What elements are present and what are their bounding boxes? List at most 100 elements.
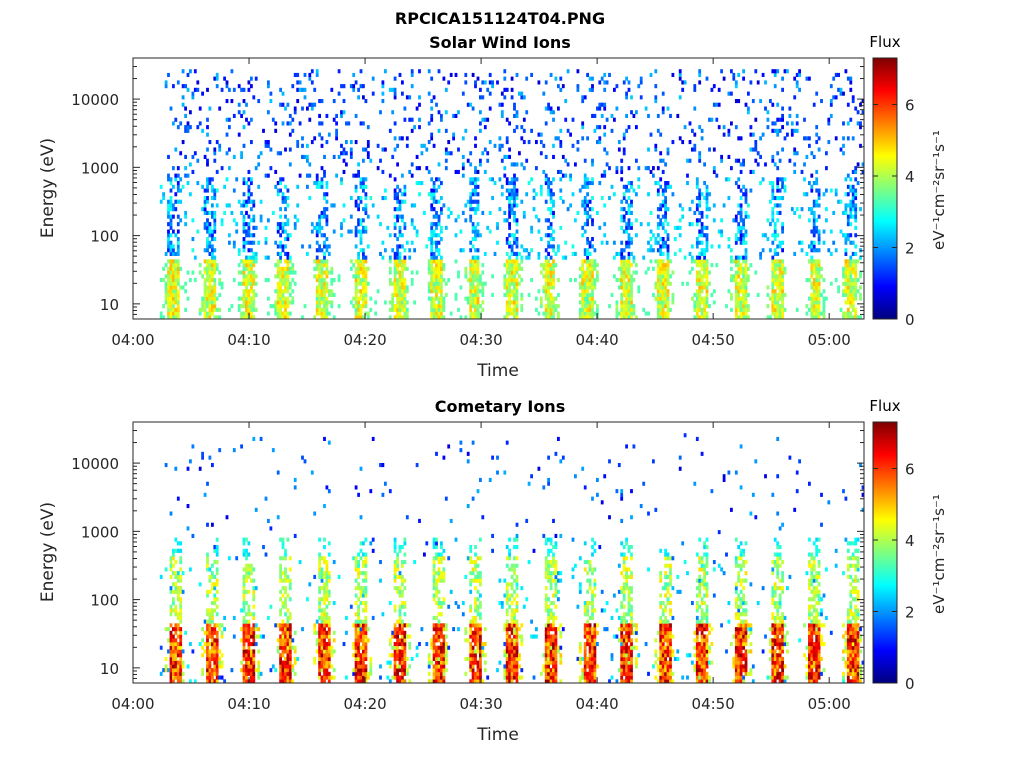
heatmap-cell [221,631,224,635]
heatmap-cell [279,312,282,316]
heatmap-cell [586,211,589,215]
heatmap-cell [625,308,628,312]
heatmap-cell [167,282,170,286]
heatmap-cell [489,92,492,96]
heatmap-cell [506,282,509,286]
heatmap-cell [221,676,224,680]
heatmap-cell [255,293,258,297]
heatmap-cell [830,84,833,88]
heatmap-cell [840,230,843,234]
heatmap-cell [759,136,762,140]
heatmap-cell [170,222,173,226]
heatmap-cell [774,282,777,286]
heatmap-cell [513,271,516,275]
heatmap-cell [318,181,321,185]
heatmap-cell [243,657,246,661]
heatmap-cell [620,215,623,219]
heatmap-cell [457,148,460,152]
heatmap-cell [233,88,236,92]
heatmap-cell [340,151,343,155]
heatmap-cell [311,69,314,73]
heatmap-cell [318,571,321,575]
colorbar-tick-label: 6 [905,96,915,114]
heatmap-cell [248,200,251,204]
heatmap-cell [542,263,545,267]
heatmap-cell [250,285,253,289]
heatmap-cell [601,77,604,81]
heatmap-cell [506,293,509,297]
heatmap-cell [701,282,704,286]
heatmap-cell [201,300,204,304]
heatmap-cell [401,278,404,282]
heatmap-cell [737,285,740,289]
heatmap-cell [284,668,287,672]
heatmap-cell [352,88,355,92]
heatmap-cell [776,293,779,297]
heatmap-cell [591,181,594,185]
heatmap-cell [503,293,506,297]
heatmap-cell [248,308,251,312]
heatmap-cell [357,297,360,301]
heatmap-cell [287,635,290,639]
heatmap-cell [174,192,177,196]
heatmap-cell [277,151,280,155]
heatmap-cell [199,642,202,646]
heatmap-cell [255,668,258,672]
heatmap-cell [591,285,594,289]
heatmap-cell [287,623,290,627]
heatmap-cell [511,263,514,267]
heatmap-cell [316,263,319,267]
heatmap-cell [737,263,740,267]
heatmap-cell [179,121,182,125]
heatmap-cell [596,271,599,275]
heatmap-cell [477,271,480,275]
heatmap-cell [469,248,472,252]
heatmap-cell [474,267,477,271]
heatmap-cell [586,297,589,301]
heatmap-cell [321,612,324,616]
heatmap-cell [311,103,314,107]
heatmap-cell [243,144,246,148]
heatmap-cell [469,181,472,185]
heatmap-cell [854,233,857,237]
heatmap-cell [769,297,772,301]
heatmap-cell [328,312,331,316]
heatmap-cell [438,222,441,226]
heatmap-cell [399,308,402,312]
heatmap-cell [294,282,297,286]
heatmap-cell [245,222,248,226]
heatmap-cell [250,642,253,646]
heatmap-cell [243,638,246,642]
heatmap-cell [852,207,855,211]
heatmap-cell [170,308,173,312]
heatmap-cell [162,267,165,271]
heatmap-cell [745,233,748,237]
heatmap-cell [706,271,709,275]
heatmap-cell [243,271,246,275]
heatmap-cell [608,196,611,200]
heatmap-cell [326,620,329,624]
heatmap-cell [206,653,209,657]
heatmap-cell [177,616,180,620]
heatmap-cell [218,657,221,661]
heatmap-cell [213,560,216,564]
heatmap-cell [516,125,519,129]
heatmap-cell [213,601,216,605]
heatmap-cell [511,95,514,99]
heatmap-cell [279,215,282,219]
heatmap-cell [379,252,382,256]
heatmap-cell [742,285,745,289]
heatmap-cell [248,664,251,668]
heatmap-cell [162,192,165,196]
heatmap-cell [206,646,209,650]
heatmap-cell [720,155,723,159]
heatmap-cell [355,185,358,189]
heatmap-cell [313,88,316,92]
heatmap-cell [713,148,716,152]
heatmap-cell [591,271,594,275]
heatmap-cell [430,282,433,286]
heatmap-cell [401,174,404,178]
heatmap-cell [323,545,326,549]
heatmap-cell [735,241,738,245]
heatmap-cell [723,125,726,129]
